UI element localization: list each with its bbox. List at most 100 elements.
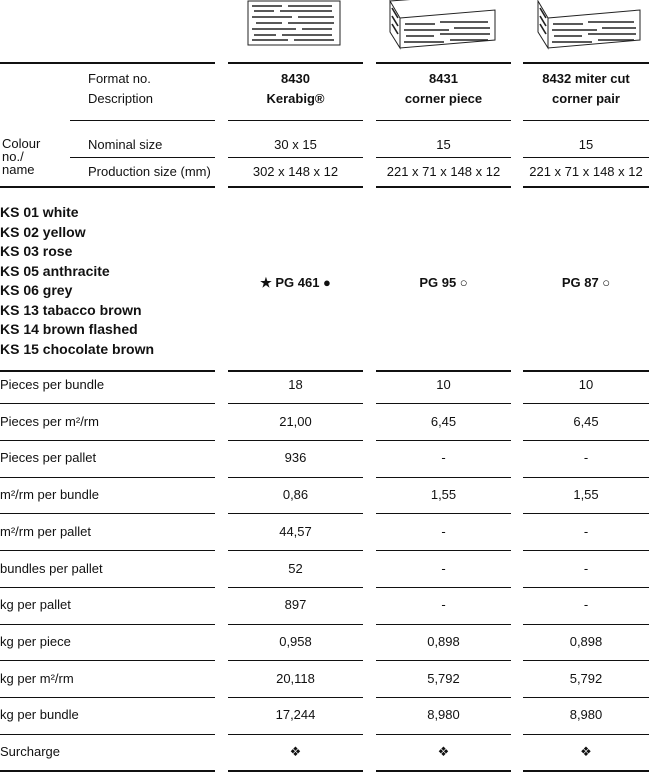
rule: [523, 370, 649, 372]
rule: [523, 513, 649, 514]
rule: [0, 477, 215, 478]
tile-drawing: [247, 0, 341, 46]
rule: [523, 477, 649, 478]
row-value: 17,244: [275, 707, 316, 723]
rule: [376, 403, 511, 404]
rule: [0, 440, 215, 441]
colour-list: KS 01 white KS 02 yellow KS 03 rose KS 05 a…: [0, 203, 154, 359]
rule: [523, 550, 649, 551]
row-value: 0,958: [279, 633, 312, 649]
row-value: 6,45: [573, 413, 599, 429]
format-no: 8430: [281, 71, 310, 86]
colour-name: KS 13 tabacco brown: [0, 301, 142, 318]
row-value: 52: [288, 560, 303, 576]
rule: [228, 550, 363, 551]
rule: [523, 697, 649, 698]
rule: [0, 697, 215, 698]
product-drawings: [247, 0, 641, 50]
row-label: Pieces per bundle: [0, 377, 105, 392]
rule: [0, 370, 215, 372]
rule: [376, 440, 511, 441]
row-value: -: [441, 450, 446, 466]
rule: [523, 186, 649, 188]
rule: [523, 157, 649, 158]
rule: [376, 513, 511, 514]
row-value: 1,55: [430, 487, 457, 503]
rule: [228, 120, 363, 121]
rule: [0, 62, 215, 64]
rule: [523, 734, 649, 735]
rule: [376, 697, 511, 698]
rule: [0, 186, 215, 188]
row-value: -: [441, 523, 446, 539]
rule: [376, 120, 511, 121]
row-value: 8,980: [427, 707, 460, 723]
rule: [523, 660, 649, 661]
production-size: 221 x 71 x 148 x 12: [386, 164, 501, 179]
row-value: 10: [578, 377, 594, 392]
row-value: 897: [284, 597, 307, 613]
rule: [228, 370, 363, 372]
nominal-size: 30 x 15: [274, 137, 317, 152]
rule: [376, 660, 511, 661]
price-group: PG 95 ○: [419, 275, 468, 290]
production-label: Production size (mm): [88, 164, 211, 179]
rule: [228, 440, 363, 441]
colour-name: KS 15 chocolate brown: [0, 340, 155, 357]
row-label: Pieces per pallet: [0, 450, 97, 466]
description: corner pair: [552, 91, 620, 106]
rule: [0, 513, 215, 514]
row-value: 6,45: [430, 413, 457, 429]
rule: [523, 624, 649, 625]
price-group: ★ PG 461 ●: [260, 275, 331, 290]
colour-name: KS 14 brown flashed: [0, 321, 138, 337]
description-label: Description: [88, 91, 154, 106]
row-value: 0,86: [282, 487, 309, 503]
row-value: 8,980: [569, 707, 603, 723]
rule: [376, 587, 511, 588]
format-no: 8432 miter cut: [542, 71, 630, 86]
row-value: 20,118: [276, 670, 315, 686]
production-size: 302 x 148 x 12: [252, 164, 339, 179]
corner-piece-drawing: [389, 0, 496, 50]
colour-name: KS 01 white: [0, 204, 79, 220]
rule: [523, 587, 649, 588]
row-value: 0,898: [427, 633, 460, 649]
row-value: ❖: [580, 744, 592, 759]
row-value: 10: [436, 377, 451, 392]
row-label: kg per pallet: [0, 597, 71, 613]
price-group: PG 87 ○: [561, 275, 611, 290]
rule: [228, 734, 363, 735]
rule: [228, 403, 363, 404]
rule: [0, 660, 215, 661]
rule: [376, 624, 511, 625]
rule: [376, 477, 511, 478]
colour-label: Colour no./ name: [2, 136, 41, 177]
production-size: 221 x 71 x 148 x 12: [529, 164, 643, 179]
row-value: 21,00: [279, 413, 312, 429]
row-value: 936: [284, 450, 307, 466]
format-no: 8431: [429, 71, 458, 86]
rule: [376, 186, 511, 188]
row-value: 5,792: [569, 670, 603, 686]
row-label: Surcharge: [0, 744, 60, 759]
row-value: 5,792: [427, 670, 460, 686]
nominal-size: 15: [578, 137, 594, 152]
rule: [70, 157, 215, 158]
rule: [228, 62, 363, 64]
row-value: ❖: [289, 744, 302, 759]
row-label: Pieces per m²/rm: [0, 413, 99, 429]
rule: [228, 697, 363, 698]
format-label: Format no.: [88, 71, 151, 86]
rule: [376, 734, 511, 735]
rule: [376, 370, 511, 372]
description: corner piece: [404, 91, 483, 106]
row-value: -: [583, 523, 589, 539]
rule: [228, 624, 363, 625]
rule: [0, 403, 215, 404]
row-value: -: [583, 560, 589, 576]
row-label: m²/rm per pallet: [0, 523, 92, 539]
row-value: ❖: [437, 744, 450, 759]
